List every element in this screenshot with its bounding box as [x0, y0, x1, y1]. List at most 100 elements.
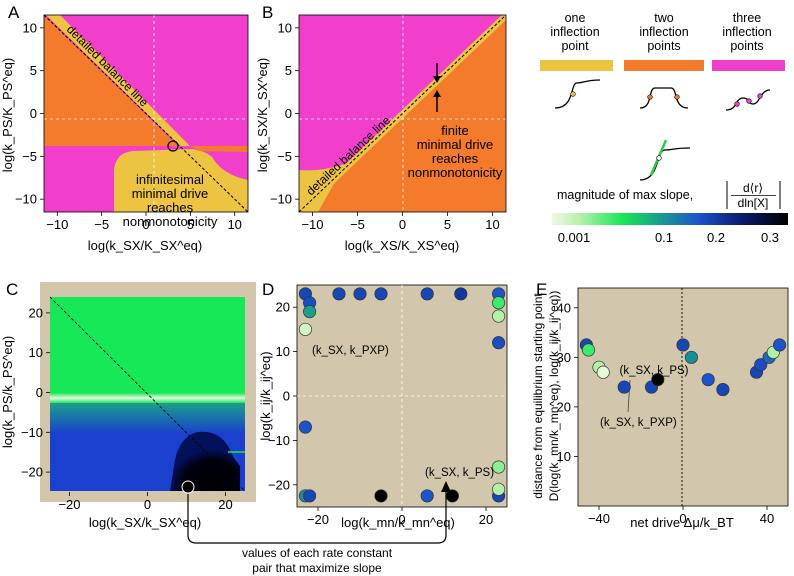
- scatter-point: [701, 373, 715, 387]
- scatter-point: [298, 322, 312, 336]
- dark-region: [170, 431, 240, 491]
- y-tick-label: 5: [30, 63, 37, 78]
- y-tick-label: 10: [276, 344, 290, 359]
- scatter-point: [773, 338, 787, 352]
- legend-swatch-three: [712, 60, 785, 71]
- y-tick-label: 10: [23, 20, 37, 35]
- panel-b-region-label-line: reaches: [432, 151, 479, 166]
- bottom-caption-line: pair that maximize slope: [252, 561, 382, 575]
- max-slope-point: [181, 480, 195, 494]
- legend-three-text: three: [733, 11, 762, 25]
- region-one-inflection: [299, 164, 345, 212]
- panel-c: C −20 0 20 −20 −10 0 10 20 log(k_SX/k_SX^eq) lo…: [0, 280, 256, 530]
- slope-label: magnitude of max slope,: [557, 188, 693, 202]
- legend-curve-two-point: [674, 94, 680, 100]
- panel-b-xlabel: log(k_XS/K_XS^eq): [345, 238, 460, 253]
- scatter-point: [420, 489, 434, 503]
- legend-three-text: points: [730, 39, 763, 53]
- y-tick-label: 10: [278, 20, 292, 35]
- slope-den: dln[X]: [738, 196, 769, 210]
- panel-e-ticks: −40 0 40 10 20 30 40: [557, 300, 775, 526]
- x-tick-label: −5: [350, 217, 365, 232]
- panel-e-letter: E: [536, 280, 547, 299]
- panel-e-background: [578, 288, 788, 506]
- scatter-point: [374, 287, 388, 301]
- legend-one-text: one: [565, 11, 586, 25]
- region-one-inflection: [114, 149, 248, 212]
- panel-d-letter: D: [262, 280, 274, 299]
- panel-a-region-label-line: reaches: [147, 200, 194, 215]
- y-tick-label: 0: [283, 389, 290, 404]
- y-tick-label: −5: [277, 149, 292, 164]
- panel-e-ylabel-2: D(log(k_mn/k_mn^eq), log(k_ij/k_ij^eq)): [547, 291, 561, 502]
- slope-curve: [639, 147, 691, 181]
- scatter-point: [454, 287, 468, 301]
- x-tick-label: 10: [227, 217, 241, 232]
- panel-b: B detailed balance line finite minimal d…: [255, 3, 507, 253]
- panel-a-ylabel: log(k_PS/K_PS^eq): [0, 58, 15, 173]
- panel-b-region-label: finite minimal drive reaches nonmonotoni…: [408, 123, 503, 180]
- y-tick-label: 20: [557, 399, 571, 414]
- x-tick-label: 40: [760, 511, 774, 526]
- scatter-point: [651, 373, 665, 387]
- bracket-arrowhead: [441, 481, 451, 492]
- slope-num: d⟨r⟩: [743, 181, 763, 195]
- scatter-point: [617, 380, 631, 394]
- legend-curve-one: [554, 79, 601, 109]
- scatter-point: [374, 489, 388, 503]
- panel-e: E (k_SX, k_PS) (k_SX, k_PXP) −40 0 40 10 20 3…: [531, 280, 789, 530]
- y-tick-label: −20: [21, 465, 43, 480]
- legend-three-text: inflection: [722, 25, 771, 39]
- panel-b-ticks: −10 −5 0 5 10 −10 −5 0 5 10: [270, 20, 500, 232]
- x-tick-label: 20: [218, 497, 232, 512]
- y-tick-label: −5: [22, 149, 37, 164]
- panel-a-xlabel: log(k_SX/K_SX^eq): [88, 238, 203, 253]
- x-tick-label: 20: [479, 512, 493, 527]
- scatter-point: [581, 343, 596, 357]
- y-tick-label: −10: [15, 192, 37, 207]
- panel-b-ylabel: log(k_SX/K_SX^eq): [255, 58, 270, 173]
- panel-a-region-label-line: infinitesimal: [136, 172, 204, 187]
- panel-c-xlabel: log(k_SX/k_SX^eq): [89, 515, 201, 530]
- legend-curve-two: [639, 87, 689, 109]
- region-two-sliver: [190, 146, 248, 152]
- panel-c-heatmap: [50, 296, 245, 492]
- legend-curve-three-point: [757, 93, 763, 99]
- x-tick-label: −10: [301, 217, 323, 232]
- panel-e-ylabel-1: distance from equilibrium starting point: [531, 293, 545, 499]
- y-tick-label: 20: [276, 300, 290, 315]
- legend-two-text: two: [654, 11, 674, 25]
- scatter-point: [298, 420, 312, 434]
- colorbar-tick-label: 0.1: [655, 230, 673, 245]
- scatter-point: [303, 489, 317, 503]
- panel-b-region-label-line: minimal drive: [417, 137, 494, 152]
- y-tick-label: −20: [268, 477, 290, 492]
- bracket-line: [187, 490, 447, 544]
- bottom-caption-line: values of each rate constant: [242, 546, 393, 560]
- scatter-point: [353, 287, 367, 301]
- panel-a-region-label-line: minimal drive: [132, 186, 209, 201]
- legend-swatch-two: [624, 60, 704, 71]
- inflection-legend: one inflection point two inflection poin…: [540, 11, 788, 245]
- x-tick-label: 0: [144, 497, 151, 512]
- x-tick-label: 5: [444, 217, 451, 232]
- bottom-caption: values of each rate constant pair that m…: [187, 481, 451, 575]
- panel-c-letter: C: [6, 280, 18, 299]
- panel-b-region-label-line: nonmonotonicity: [408, 165, 503, 180]
- scatter-point: [303, 305, 317, 319]
- x-tick-label: 10: [485, 217, 499, 232]
- colorbar-tick-label: 0.3: [761, 230, 779, 245]
- arrow-down-head: [433, 76, 441, 83]
- x-tick-label: 0: [398, 512, 405, 527]
- band-green: [50, 297, 245, 393]
- panel-d-annot1: (k_SX, k_PXP): [312, 345, 389, 357]
- panel-a: A detailed balance line infinitesimal mi…: [0, 3, 249, 253]
- panel-a-heatmap: [44, 15, 248, 212]
- panel-d-ylabel: log(k_ij/k_ij^eq): [258, 351, 273, 440]
- y-tick-label: −10: [268, 433, 290, 448]
- colorbar-tick-label: 0.2: [707, 230, 725, 245]
- panel-d: D (k_SX, k_PXP) (k_SX, k_PS) −20 0 20 −20 −1…: [258, 280, 508, 530]
- x-tick-label: −40: [588, 511, 610, 526]
- scatter-point: [492, 336, 506, 350]
